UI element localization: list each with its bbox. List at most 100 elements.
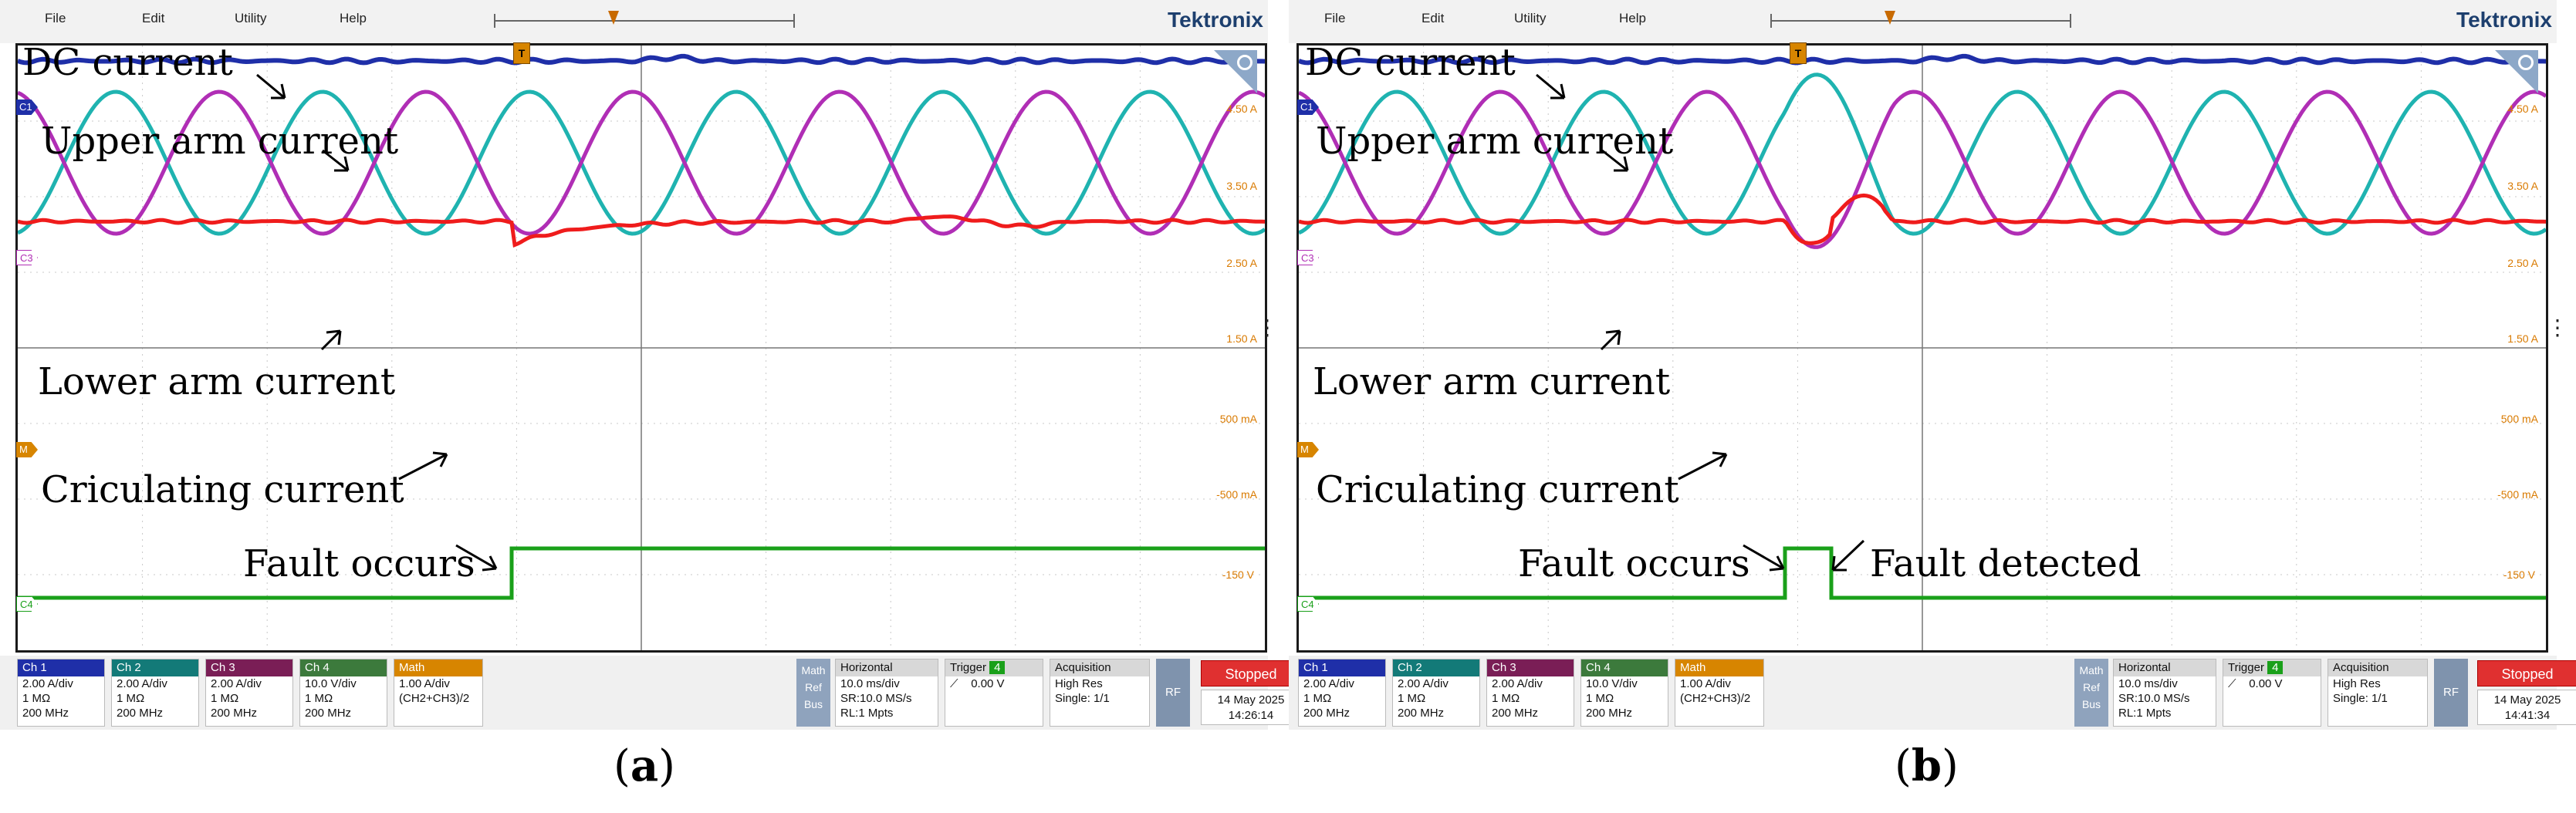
mrb-ref: Ref <box>2083 681 2100 693</box>
record-bar-left-end <box>1770 14 1772 28</box>
upper-arm-current-trace <box>18 89 1265 236</box>
mrb-math: Math <box>2079 664 2104 676</box>
menu-help[interactable]: Help <box>340 11 367 25</box>
record-position-bar[interactable] <box>1770 11 2071 28</box>
math-expression: (CH2+CH3)/2 <box>399 692 470 705</box>
ch4-settings[interactable]: Ch 4 10.0 V/div 1 MΩ 200 MHz <box>299 659 387 727</box>
scale-label-c4: -150 V <box>1222 568 1254 581</box>
menu-file[interactable]: File <box>45 11 66 25</box>
mrb-bus: Bus <box>803 698 823 710</box>
arrow-circ-icon <box>398 451 448 481</box>
c4-marker[interactable]: C4 <box>1297 596 1319 612</box>
waveform-display[interactable]: C1 C3 M C4 4.50 A 3.50 A 2.50 A 1.50 A 5… <box>1296 41 2548 653</box>
horizontal-settings[interactable]: Horizontal 10.0 ms/div SR:10.0 MS/s RL:1… <box>835 659 938 727</box>
ch2-settings[interactable]: Ch 2 2.00 A/div 1 MΩ 200 MHz <box>1392 659 1480 727</box>
trigger-position-icon[interactable] <box>1885 11 1895 25</box>
arrow-lower-icon <box>1600 329 1621 351</box>
run-stop-status[interactable]: Stopped <box>1201 660 1301 686</box>
ch3-impedance: 1 MΩ <box>211 692 239 705</box>
annotation-fault-occurs: Fault occurs <box>1518 542 1750 585</box>
menu-utility[interactable]: Utility <box>1514 11 1547 25</box>
arrow-dc-icon <box>1536 73 1566 100</box>
acquisition-settings[interactable]: Acquisition High Res Single: 1/1 <box>1050 659 1150 727</box>
figure-label-b-letter: b <box>1911 740 1942 791</box>
datetime-display: 14 May 2025 14:26:14 <box>1201 690 1301 725</box>
menu-edit[interactable]: Edit <box>142 11 165 25</box>
ch4-impedance: 1 MΩ <box>305 692 333 705</box>
rf-button[interactable]: RF <box>2434 659 2468 727</box>
math-ref-bus-button[interactable]: Math Ref Bus <box>2074 659 2108 727</box>
ch4-bandwidth: 200 MHz <box>1586 707 1633 720</box>
trigger-marker-icon[interactable]: T <box>513 42 530 64</box>
trigger-position-icon[interactable] <box>608 11 619 25</box>
c3-marker[interactable]: C3 <box>16 250 38 265</box>
dc-current-trace <box>1299 53 2546 66</box>
trigger-level-row: ⟋ 0.00 V <box>2223 676 2321 691</box>
trigger-settings[interactable]: Trigger 4 ⟋ 0.00 V <box>945 659 1043 727</box>
menu-file[interactable]: File <box>1324 11 1346 25</box>
fault-signal-trace <box>1299 546 2546 600</box>
trigger-settings[interactable]: Trigger 4 ⟋ 0.00 V <box>2223 659 2321 727</box>
trigger-source-badge: 4 <box>2267 661 2284 674</box>
trigger-header: Trigger 4 <box>945 660 1043 676</box>
ch4-settings[interactable]: Ch 4 10.0 V/div 1 MΩ 200 MHz <box>1580 659 1668 727</box>
ch3-scale: 2.00 A/div <box>1492 677 1543 690</box>
ch2-impedance: 1 MΩ <box>1398 692 1426 705</box>
datetime-display: 14 May 2025 14:41:34 <box>2477 690 2576 725</box>
c1-marker[interactable]: C1 <box>1297 100 1319 115</box>
lower-arm-current-trace <box>1299 89 2546 249</box>
scale-label-dc: 4.50 A <box>2507 103 2538 115</box>
math-settings[interactable]: Math 1.00 A/div (CH2+CH3)/2 <box>1675 659 1764 727</box>
record-bar-left-end <box>494 14 495 28</box>
scale-label-m-neg: -500 mA <box>2497 488 2538 501</box>
horizontal-title: Horizontal <box>836 660 938 676</box>
math-marker[interactable]: M <box>16 442 38 457</box>
ch3-settings[interactable]: Ch 3 2.00 A/div 1 MΩ 200 MHz <box>1486 659 1574 727</box>
c3-marker[interactable]: C3 <box>1297 250 1319 265</box>
math-marker[interactable]: M <box>1297 442 1319 457</box>
rf-button[interactable]: RF <box>1156 659 1190 727</box>
menu-help[interactable]: Help <box>1619 11 1646 25</box>
trigger-header: Trigger 4 <box>2223 660 2321 676</box>
side-menu-icon[interactable]: ⋮ <box>1256 315 1278 340</box>
side-menu-icon[interactable]: ⋮ <box>2547 315 2568 340</box>
annotation-lower-arm: Lower arm current <box>1313 360 1671 403</box>
acquisition-mode: High Res <box>1055 677 1103 690</box>
menu-utility[interactable]: Utility <box>235 11 267 25</box>
scale-label-c4: -150 V <box>2503 568 2535 581</box>
ch1-settings[interactable]: Ch 1 2.00 A/div 1 MΩ 200 MHz <box>1298 659 1386 727</box>
record-bar-right-end <box>2070 14 2071 28</box>
arrow-upper-icon <box>322 149 350 172</box>
ch1-bandwidth: 200 MHz <box>22 707 69 720</box>
trigger-title: Trigger <box>2228 661 2264 674</box>
record-position-bar[interactable] <box>494 11 795 28</box>
horizontal-title: Horizontal <box>2114 660 2216 676</box>
trigger-marker-icon[interactable]: T <box>1790 42 1807 64</box>
ch3-impedance: 1 MΩ <box>1492 692 1520 705</box>
math-scale: 1.00 A/div <box>1680 677 1731 690</box>
ch3-settings[interactable]: Ch 3 2.00 A/div 1 MΩ 200 MHz <box>205 659 293 727</box>
acquisition-settings[interactable]: Acquisition High Res Single: 1/1 <box>2328 659 2428 727</box>
ch2-bandwidth: 200 MHz <box>1398 707 1445 720</box>
math-settings[interactable]: Math 1.00 A/div (CH2+CH3)/2 <box>394 659 483 727</box>
scale-label-mid: 2.50 A <box>1226 257 1257 269</box>
annotation-circulating: Criculating current <box>41 468 404 511</box>
menu-edit[interactable]: Edit <box>1422 11 1445 25</box>
horizontal-record-length: RL:1 Mpts <box>2118 707 2172 720</box>
c1-marker[interactable]: C1 <box>16 100 38 115</box>
upper-arm-current-trace <box>1299 73 2546 236</box>
ch1-settings[interactable]: Ch 1 2.00 A/div 1 MΩ 200 MHz <box>17 659 105 727</box>
run-stop-status[interactable]: Stopped <box>2477 660 2576 686</box>
waveform-svg <box>1299 46 2546 650</box>
horizontal-sample-rate: SR:10.0 MS/s <box>2118 692 2190 705</box>
c4-marker[interactable]: C4 <box>16 596 38 612</box>
waveform-display[interactable]: C1 C3 M C4 4.50 A 3.50 A 2.50 A 1.50 A 5… <box>15 41 1267 653</box>
ch3-bandwidth: 200 MHz <box>1492 707 1539 720</box>
circulating-current-trace <box>1299 193 2546 245</box>
mrb-math: Math <box>801 664 826 676</box>
ch1-label: Ch 1 <box>18 660 104 676</box>
ch3-scale: 2.00 A/div <box>211 677 262 690</box>
math-ref-bus-button[interactable]: Math Ref Bus <box>796 659 830 727</box>
horizontal-settings[interactable]: Horizontal 10.0 ms/div SR:10.0 MS/s RL:1… <box>2113 659 2216 727</box>
ch2-settings[interactable]: Ch 2 2.00 A/div 1 MΩ 200 MHz <box>111 659 199 727</box>
